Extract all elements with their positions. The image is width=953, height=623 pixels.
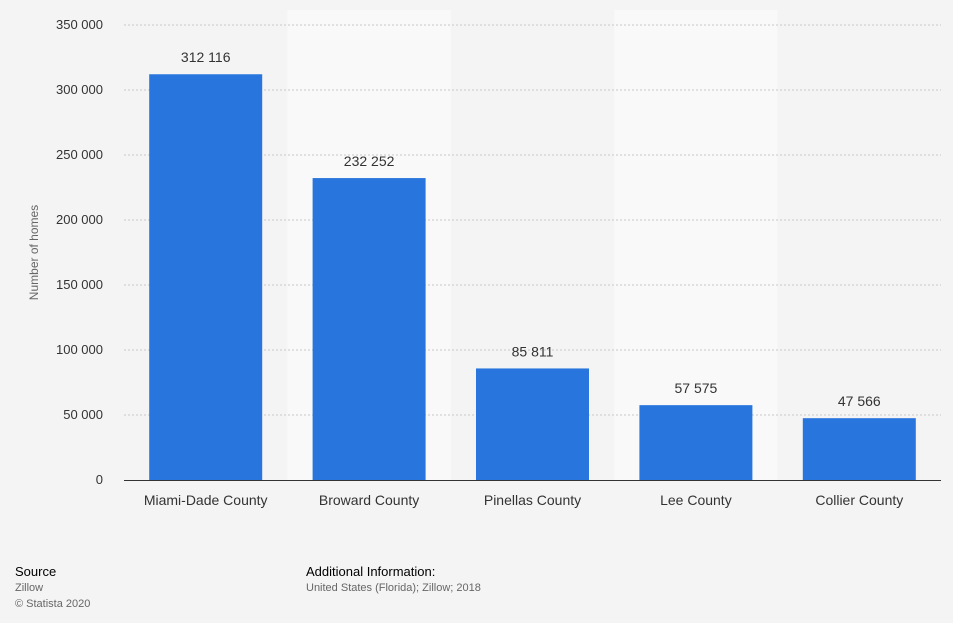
source-title[interactable]: Source [15, 564, 57, 579]
bar[interactable] [802, 418, 916, 480]
x-tick-label: Broward County [319, 492, 419, 508]
copyright-text: © Statista 2020 [15, 598, 91, 610]
bar[interactable] [149, 74, 263, 480]
y-tick-label: 350 000 [56, 17, 103, 32]
bars [149, 74, 916, 481]
x-tick-label: Pinellas County [484, 492, 581, 508]
y-tick-label: 100 000 [56, 342, 103, 357]
data-label: 232 252 [344, 153, 395, 169]
x-tick-label: Collier County [815, 492, 903, 508]
x-tick-label: Lee County [660, 492, 732, 508]
y-axis-ticks: 0 50 000 100 000 150 000 200 000 250 000 300 0… [56, 17, 103, 487]
additional-info-block: Additional Information: United States (F… [306, 564, 481, 596]
data-label: 85 811 [512, 343, 554, 359]
x-axis-categories: Miami-Dade County Broward County Pinellas … [144, 492, 903, 508]
y-tick-label: 50 000 [63, 407, 103, 422]
y-tick-label: 250 000 [56, 147, 103, 162]
band-3 [614, 10, 778, 480]
y-tick-label: 0 [96, 472, 103, 487]
data-labels: 312 116 232 252 85 811 57 575 47 566 [181, 49, 881, 409]
y-tick-label: 150 000 [56, 277, 103, 292]
y-tick-label: 200 000 [56, 212, 103, 227]
data-label: 47 566 [838, 393, 881, 409]
bar[interactable] [312, 178, 426, 481]
x-tick-label: Miami-Dade County [144, 492, 268, 508]
source-name[interactable]: Zillow [15, 582, 44, 594]
additional-info-title[interactable]: Additional Information: [306, 564, 436, 579]
bar[interactable] [476, 368, 589, 480]
bar[interactable] [639, 405, 753, 480]
y-tick-label: 300 000 [56, 82, 103, 97]
additional-info-text: United States (Florida); Zillow; 2018 [306, 582, 481, 594]
band-4 [777, 10, 941, 480]
data-label: 57 575 [674, 380, 717, 396]
source-block: Source Zillow © Statista 2020 [15, 564, 90, 612]
y-axis-label: Number of homes [27, 205, 41, 300]
data-label: 312 116 [181, 49, 231, 65]
